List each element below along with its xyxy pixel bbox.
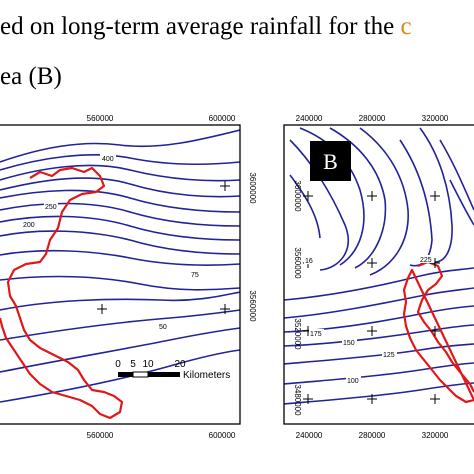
contour-label: 200 <box>23 222 35 229</box>
contour-line <box>284 362 474 385</box>
contour-line <box>0 189 240 213</box>
caption-text-1: ed on long-term average rainfall for the <box>0 13 395 40</box>
scale-tick: 20 <box>174 359 186 370</box>
contour-line <box>284 267 474 301</box>
contour-line <box>359 127 409 276</box>
map-a-top-tick-2: 600000 <box>209 114 236 123</box>
contour-line <box>0 275 240 291</box>
caption-cut-letter: c <box>400 13 412 40</box>
contour-line <box>329 127 387 269</box>
contour-line <box>399 139 433 267</box>
contour-line <box>439 139 474 211</box>
contour-line <box>0 129 240 163</box>
map-a-bottom-tick-2: 600000 <box>209 431 236 440</box>
map-b-contours <box>284 127 474 405</box>
map-b-bottom-tick-3: 320000 <box>422 431 449 440</box>
map-b-left-tick-2: 3560000 <box>293 247 302 279</box>
map-b: B 240000 280000 320000 240000 280000 320… <box>283 114 474 440</box>
contour-label: 400 <box>102 156 114 163</box>
map-a-study-boundary <box>0 166 124 420</box>
contour-line <box>0 327 240 373</box>
contour-line <box>0 349 240 403</box>
contour-line <box>289 174 321 239</box>
contour-line <box>449 179 474 226</box>
map-b-bottom-tick-1: 240000 <box>296 431 323 440</box>
map-b-left-tick-3: 3520000 <box>293 318 302 350</box>
contour-line <box>284 287 474 319</box>
scale-tick: 10 <box>142 359 154 370</box>
map-b-study-boundary <box>402 260 474 404</box>
map-a-frame <box>0 124 241 425</box>
map-a-right-tick-1: 3600000 <box>248 172 257 204</box>
contour-label: 16 <box>305 258 313 265</box>
map-b-left-tick-1: 3600000 <box>293 180 302 212</box>
map-b-panel-label: B <box>323 149 338 174</box>
map-a-grid-crosses <box>97 181 230 314</box>
contour-line <box>0 230 240 255</box>
map-a-contours <box>0 129 240 403</box>
contour-line <box>0 309 240 341</box>
map-a-contour-labels: 400 250 200 75 50 <box>22 154 200 331</box>
map-b-frame <box>283 124 474 425</box>
map-b-top-tick-1: 240000 <box>296 114 323 123</box>
scale-unit: Kilometers <box>183 370 230 381</box>
scale-tick: 5 <box>130 359 136 370</box>
contour-label: 225 <box>420 257 432 264</box>
contour-label: 150 <box>343 340 355 347</box>
map-a-right-tick-2: 3560000 <box>248 290 257 322</box>
contour-line <box>0 249 240 266</box>
map-b-top-tick-3: 320000 <box>422 114 449 123</box>
contour-line <box>0 177 240 198</box>
contour-line <box>289 139 349 271</box>
contour-label: 75 <box>191 272 199 279</box>
map-a-top-tick-1: 560000 <box>87 114 114 123</box>
map-b-top-tick-2: 280000 <box>359 114 386 123</box>
contour-line <box>0 215 240 241</box>
map-a-scale-bar: 0 5 10 20 Kilometers <box>115 359 230 381</box>
contour-label: 250 <box>45 204 57 211</box>
map-b-grid-crosses <box>303 191 440 404</box>
contour-line <box>0 291 240 311</box>
contour-label: 125 <box>383 352 395 359</box>
contour-line <box>284 343 474 365</box>
contour-line <box>0 202 240 227</box>
contour-line <box>0 164 240 182</box>
map-b-contour-labels: 175 150 125 100 225 16 <box>304 255 434 385</box>
map-a-bottom-tick-1: 560000 <box>87 431 114 440</box>
map-b-panel-label-box <box>310 141 351 181</box>
figure-caption-line-2: ea (B) <box>0 63 62 90</box>
map-a: 560000 600000 560000 600000 3600000 3560… <box>0 114 257 440</box>
contour-label: 50 <box>159 324 167 331</box>
contour-line <box>419 127 453 263</box>
scale-tick: 0 <box>115 359 121 370</box>
map-b-left-tick-4: 3480000 <box>293 384 302 416</box>
contour-line <box>0 154 240 171</box>
contour-label: 175 <box>310 331 322 338</box>
contour-line <box>284 324 474 347</box>
map-b-bottom-tick-2: 280000 <box>359 431 386 440</box>
contour-label: 100 <box>347 378 359 385</box>
figure-caption-line-1: ed on long-term average rainfall for the… <box>0 14 412 39</box>
contour-line <box>284 382 474 405</box>
